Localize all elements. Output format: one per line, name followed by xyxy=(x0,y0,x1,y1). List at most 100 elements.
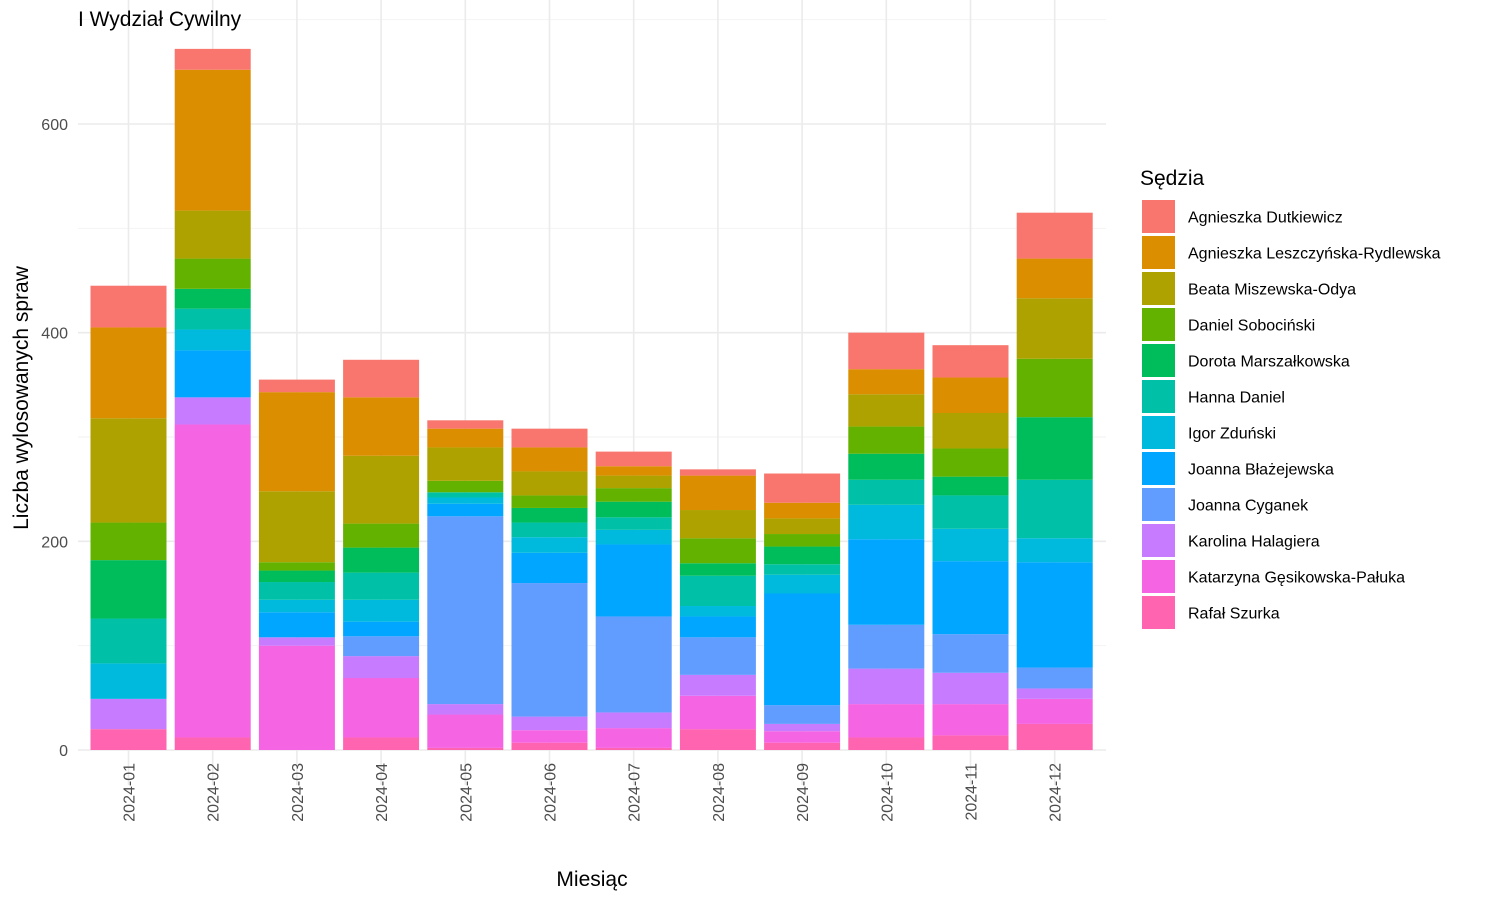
bar-segment xyxy=(343,656,420,679)
legend-label: Karolina Halagiera xyxy=(1188,534,1320,551)
bar-segment xyxy=(764,534,841,547)
bar-segment xyxy=(258,379,335,393)
bar-segment xyxy=(174,424,251,738)
bar-segment xyxy=(343,397,420,456)
bar-segment xyxy=(1016,298,1093,359)
bar-segment xyxy=(90,618,167,664)
legend-label: Agnieszka Dutkiewicz xyxy=(1188,210,1343,227)
legend-label: Beata Miszewska-Odya xyxy=(1188,282,1356,299)
bar-segment xyxy=(595,475,672,489)
bar-segment xyxy=(511,552,588,584)
legend-key xyxy=(1142,596,1175,629)
bar-segment xyxy=(343,359,420,398)
bar-segment xyxy=(932,634,1009,673)
bar-segment xyxy=(343,737,420,750)
bar-segment xyxy=(679,563,756,576)
bar-segment xyxy=(258,562,335,571)
bar-segment xyxy=(764,723,841,732)
bar-segment xyxy=(511,742,588,750)
bar-segment xyxy=(343,599,420,622)
legend-key xyxy=(1142,200,1175,233)
bar-segment xyxy=(595,451,672,467)
bar-segment xyxy=(932,448,1009,477)
bar-segment xyxy=(595,728,672,748)
bar-segment xyxy=(427,492,504,498)
bar-segment xyxy=(848,668,925,705)
x-tick-label: 2024-06 xyxy=(543,763,560,822)
y-tick-label: 600 xyxy=(41,117,68,134)
bar-segment xyxy=(258,392,335,492)
x-tick-label: 2024-12 xyxy=(1048,763,1065,822)
x-tick-label: 2024-01 xyxy=(122,763,139,822)
legend-key xyxy=(1142,452,1175,485)
bar-segment xyxy=(932,345,1009,378)
bar-segment xyxy=(174,69,251,211)
bar-segment xyxy=(90,327,167,419)
bar-segment xyxy=(679,674,756,696)
bar-segment xyxy=(679,695,756,730)
bar-segment xyxy=(679,575,756,607)
bar-segment xyxy=(1016,688,1093,699)
bar-segment xyxy=(764,564,841,575)
legend-label: Igor Zduński xyxy=(1188,426,1276,443)
bar-segment xyxy=(595,747,672,750)
bar-segment xyxy=(174,258,251,289)
bar-segment xyxy=(764,473,841,503)
bar-segment xyxy=(427,747,504,750)
x-tick-label: 2024-09 xyxy=(795,763,812,822)
bar-segment xyxy=(343,678,420,738)
bar-segment xyxy=(427,516,504,705)
bar-segment xyxy=(848,624,925,669)
bar-segment xyxy=(1016,212,1093,259)
bar-segment xyxy=(343,547,420,573)
y-tick-label: 0 xyxy=(59,743,68,760)
bar-segment xyxy=(174,329,251,351)
bar-segment xyxy=(1016,723,1093,750)
bar-segment xyxy=(595,529,672,545)
bar-segment xyxy=(764,518,841,535)
bar-segment xyxy=(848,453,925,480)
bar-segment xyxy=(848,737,925,750)
bar-segment xyxy=(511,730,588,743)
legend-label: Rafał Szurka xyxy=(1188,606,1280,623)
bar-segment xyxy=(595,466,672,476)
bar-segment xyxy=(343,636,420,657)
bar-segment xyxy=(511,522,588,538)
legend-key xyxy=(1142,236,1175,269)
legend-label: Katarzyna Gęsikowska-Pałuka xyxy=(1188,570,1405,587)
bar-segment xyxy=(427,714,504,748)
x-tick-label: 2024-03 xyxy=(290,763,307,822)
bar-segment xyxy=(932,413,1009,449)
bar-segment xyxy=(427,480,504,493)
bar-segment xyxy=(848,369,925,395)
bar-segment xyxy=(932,704,1009,736)
bar-segment xyxy=(679,637,756,675)
legend-key xyxy=(1142,488,1175,521)
chart-title: I Wydział Cywilny xyxy=(78,8,242,31)
bar-segment xyxy=(932,495,1009,529)
bar-segment xyxy=(174,308,251,330)
bar-segment xyxy=(511,583,588,717)
bar-segment xyxy=(90,698,167,730)
x-tick-label: 2024-05 xyxy=(458,763,475,822)
legend-key xyxy=(1142,308,1175,341)
bar-segment xyxy=(343,523,420,548)
bar-segment xyxy=(174,210,251,259)
legend-label: Daniel Sobociński xyxy=(1188,318,1315,335)
y-tick-label: 400 xyxy=(41,326,68,343)
bar-segment xyxy=(1016,258,1093,299)
legend-label: Joanna Błażejewska xyxy=(1188,462,1334,479)
x-tick-label: 2024-08 xyxy=(711,763,728,822)
bars xyxy=(90,48,1093,750)
bar-segment xyxy=(511,495,588,508)
bar-segment xyxy=(90,418,167,523)
bar-segment xyxy=(679,606,756,617)
bar-segment xyxy=(848,426,925,454)
x-tick-label: 2024-11 xyxy=(964,763,981,821)
bar-segment xyxy=(90,285,167,328)
bar-segment xyxy=(258,570,335,583)
bar-segment xyxy=(511,471,588,496)
bar-segment xyxy=(511,537,588,553)
bar-segment xyxy=(1016,417,1093,480)
